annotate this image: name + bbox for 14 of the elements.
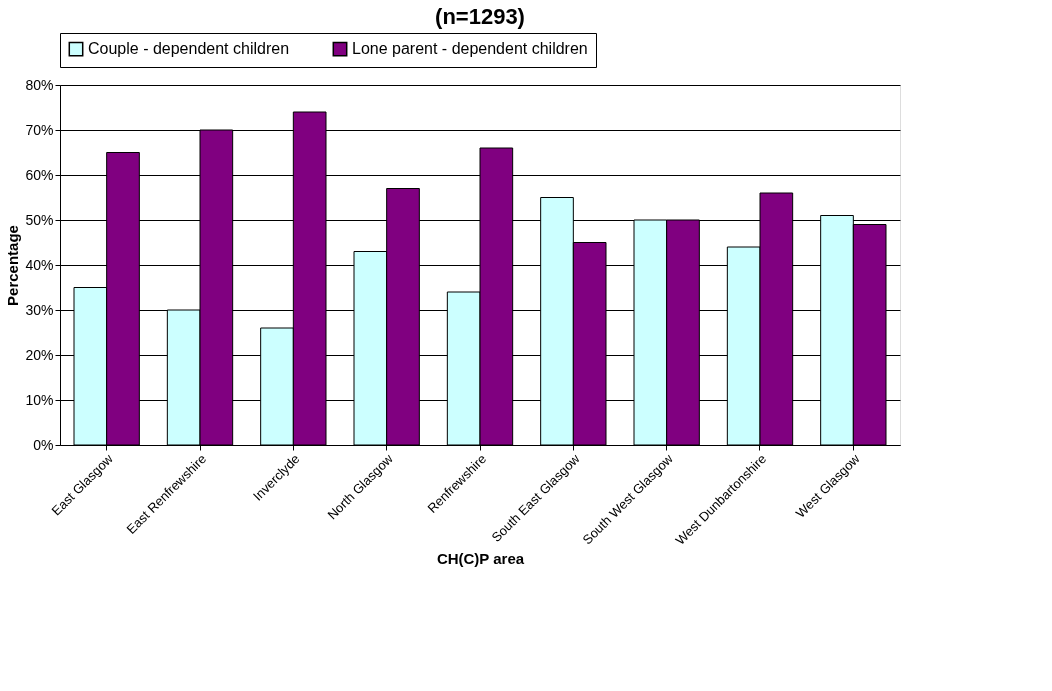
y-tick-label: 0% [33, 436, 54, 453]
y-tick-label: 40% [25, 256, 54, 273]
y-tick-label: 80% [25, 76, 54, 93]
x-axis-title: CH(C)P area [436, 549, 525, 567]
y-tick-label: 10% [25, 391, 54, 408]
y-tick-label: 70% [25, 121, 54, 138]
y-tick-label: 50% [25, 211, 54, 228]
y-tick-label: 60% [25, 166, 54, 183]
y-tick-label: 20% [25, 346, 54, 363]
legend-label: Lone parent - dependent children [352, 40, 588, 58]
y-axis-title: Percentage [4, 225, 22, 306]
y-tick-label: 30% [25, 301, 54, 318]
chart-title: (n=1293) [435, 3, 525, 29]
legend-label: Couple - dependent children [88, 40, 290, 58]
